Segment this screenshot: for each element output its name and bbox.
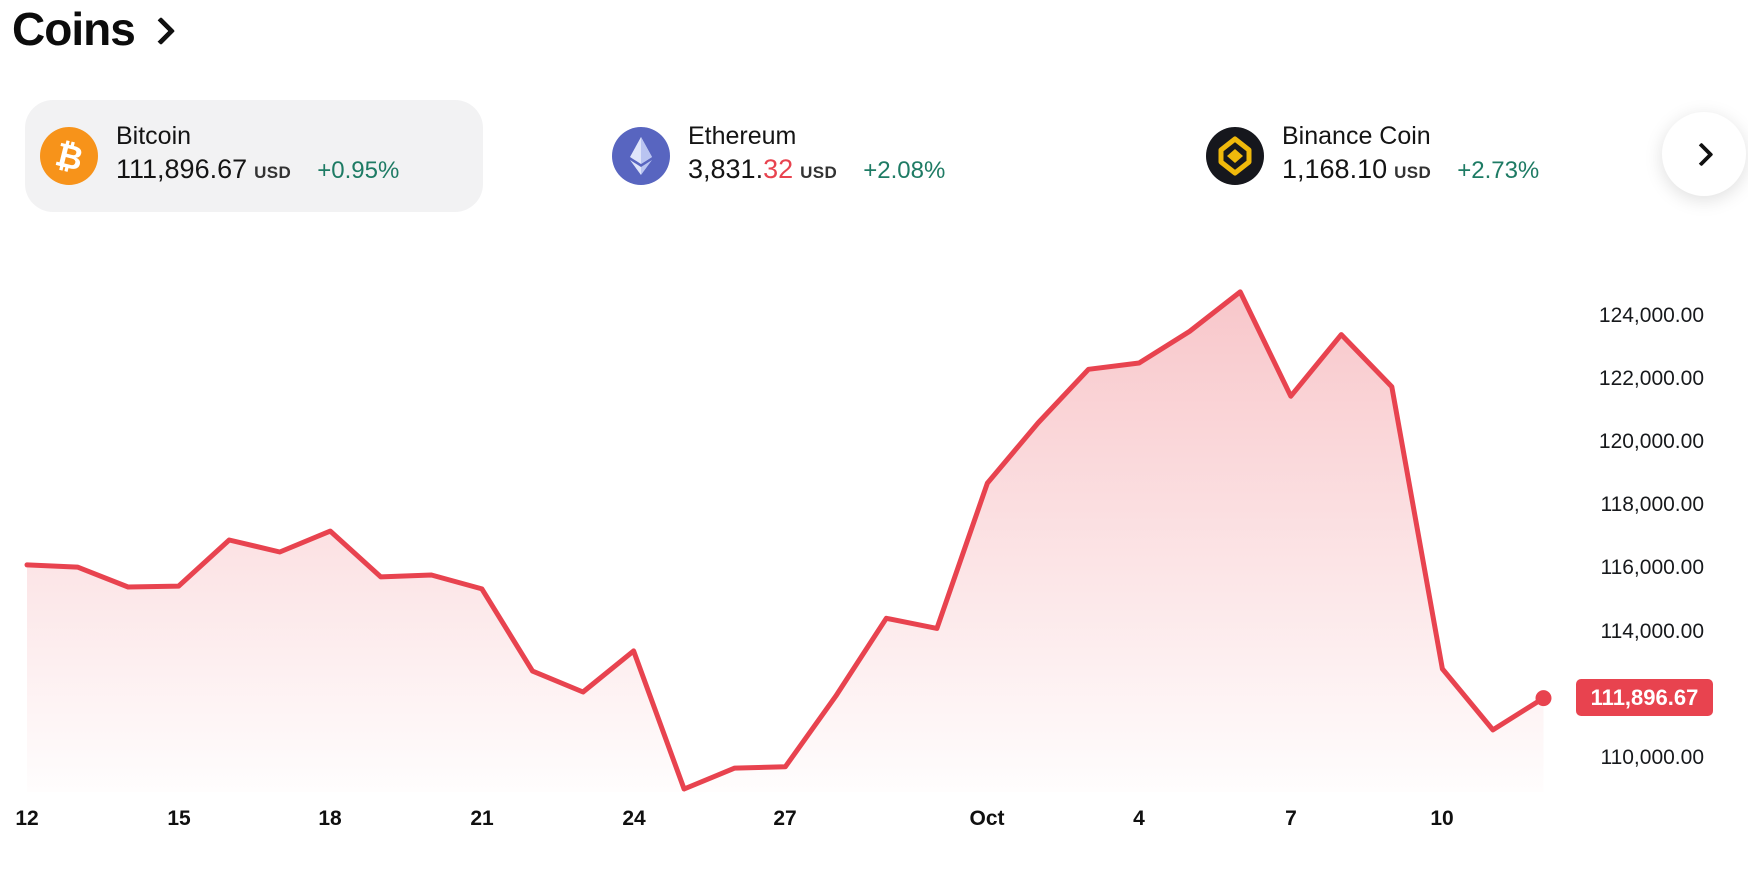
coin-currency: USD [1394,163,1432,182]
next-coins-button[interactable] [1662,112,1746,196]
x-tick-label: 10 [1430,807,1454,830]
x-tick-label: 15 [167,807,191,830]
coins-header-link[interactable]: Coins [12,2,175,56]
current-price-badge: 111,896.67 [1576,679,1713,716]
coin-change: +2.08% [863,157,946,184]
coin-name: Binance Coin [1282,122,1431,150]
y-tick-label: 116,000.00 [1600,556,1704,579]
coin-currency: USD [254,163,292,182]
coin-price: 3,831. [688,154,764,184]
coin-name: Ethereum [688,122,797,150]
bitcoin-icon: ₿ [40,127,98,185]
coin-info-bitcoin: Bitcoin 111,896.67 USD +0.95% [116,121,399,191]
x-tick-label: 7 [1285,807,1297,830]
coin-card-ethereum[interactable]: Ethereum 3,831. 32 USD +2.08% [612,100,1082,212]
coin-info-ethereum: Ethereum 3,831. 32 USD +2.08% [688,121,945,191]
coin-price: 111,896.67 [116,154,248,184]
y-tick-label: 120,000.00 [1598,430,1704,453]
price-line [24,289,1546,792]
x-tick-label: 12 [15,807,39,830]
coin-name: Bitcoin [116,122,192,150]
coin-card-bitcoin[interactable]: ₿ Bitcoin 111,896.67 USD +0.95% [25,100,483,212]
coin-change: +0.95% [317,157,400,184]
current-price-dot [1535,690,1552,707]
y-tick-label: 122,000.00 [1598,367,1704,390]
coin-card-binance[interactable]: Binance Coin 1,168.10 USD +2.73% [1206,100,1646,212]
x-tick-label: 24 [622,807,646,830]
coin-price-row: 111,896.67 USD +0.95% [116,151,399,191]
coin-change: +2.73% [1457,157,1540,184]
x-tick-label: 27 [773,807,797,830]
coin-info-binance: Binance Coin 1,168.10 USD +2.73% [1282,121,1539,191]
y-tick-label: 124,000.00 [1598,304,1704,327]
x-tick-label: 4 [1133,807,1145,830]
coin-price: 1,168.10 [1282,154,1388,184]
coin-price-accent: 32 [763,154,794,184]
x-tick-label: 21 [470,807,494,830]
y-tick-label: 114,000.00 [1600,620,1704,643]
binance-coin-icon [1206,127,1264,185]
x-tick-label: Oct [969,807,1005,830]
y-tick-label: 118,000.00 [1600,493,1704,516]
coin-price-row: 3,831. 32 USD +2.08% [688,151,945,191]
ethereum-icon [612,127,670,185]
x-tick-label: 18 [318,807,342,830]
coin-currency: USD [800,163,838,182]
page-title: Coins [12,3,136,55]
coin-price-row: 1,168.10 USD +2.73% [1282,151,1539,191]
y-tick-label: 110,000.00 [1600,746,1704,769]
price-area-fill [27,291,1544,792]
